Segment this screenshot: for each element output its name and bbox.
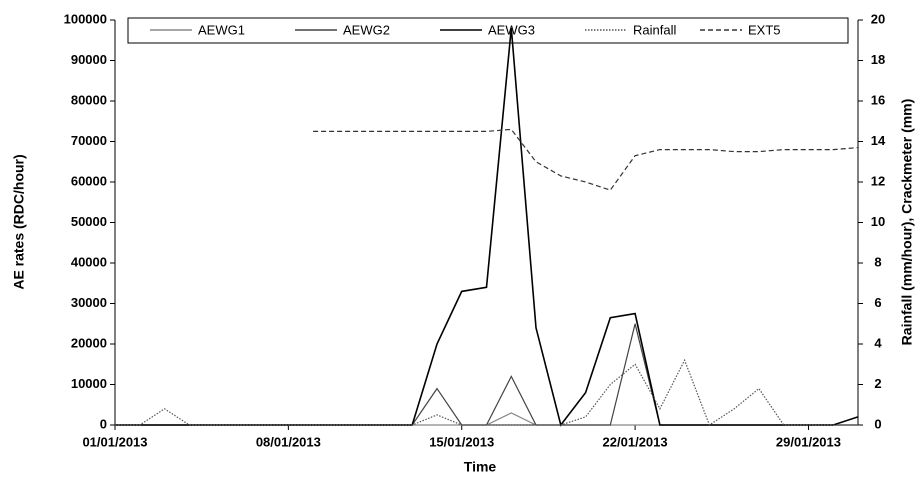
y2-tick-label: 8 bbox=[874, 254, 881, 269]
series-line bbox=[115, 358, 858, 426]
x-axis-title: Time bbox=[464, 459, 497, 475]
series-line bbox=[313, 128, 859, 191]
y-tick-label: 80000 bbox=[71, 92, 107, 107]
x-tick-label: 08/01/2013 bbox=[256, 434, 321, 449]
x-tick-label: 15/01/2013 bbox=[429, 434, 494, 449]
y2-axis-title: Rainfall (mm/hour), Crackmeter (mm) bbox=[899, 99, 915, 346]
y-tick-label: 30000 bbox=[71, 295, 107, 310]
y2-tick-label: 16 bbox=[871, 92, 885, 107]
y2-tick-label: 20 bbox=[871, 11, 885, 26]
y-tick-label: 90000 bbox=[71, 52, 107, 67]
y2-tick-label: 6 bbox=[874, 295, 881, 310]
y-tick-label: 40000 bbox=[71, 254, 107, 269]
y2-tick-label: 10 bbox=[871, 214, 885, 229]
legend-label: Rainfall bbox=[633, 22, 676, 37]
x-tick-label: 01/01/2013 bbox=[82, 434, 147, 449]
y2-tick-label: 4 bbox=[874, 335, 882, 350]
y-tick-label: 20000 bbox=[71, 335, 107, 350]
y-tick-label: 100000 bbox=[64, 11, 107, 26]
y-tick-label: 0 bbox=[100, 416, 107, 431]
legend-label: AEWG2 bbox=[343, 22, 390, 37]
y-tick-label: 70000 bbox=[71, 133, 107, 148]
y-tick-label: 10000 bbox=[71, 376, 107, 391]
legend-label: AEWG1 bbox=[198, 22, 245, 37]
legend-label: AEWG3 bbox=[488, 22, 535, 37]
y-axis-title: AE rates (RDC/hour) bbox=[11, 154, 27, 289]
x-tick-label: 29/01/2013 bbox=[776, 434, 841, 449]
y2-tick-label: 2 bbox=[874, 376, 881, 391]
series-line bbox=[115, 28, 859, 427]
y2-tick-label: 14 bbox=[871, 133, 886, 148]
series-line bbox=[115, 323, 858, 426]
y-tick-label: 60000 bbox=[71, 173, 107, 188]
series-line bbox=[115, 412, 858, 426]
x-tick-label: 22/01/2013 bbox=[603, 434, 668, 449]
y2-tick-label: 0 bbox=[874, 416, 881, 431]
legend-label: EXT5 bbox=[748, 22, 781, 37]
y-tick-label: 50000 bbox=[71, 214, 107, 229]
y2-tick-label: 18 bbox=[871, 52, 885, 67]
y2-tick-label: 12 bbox=[871, 173, 885, 188]
